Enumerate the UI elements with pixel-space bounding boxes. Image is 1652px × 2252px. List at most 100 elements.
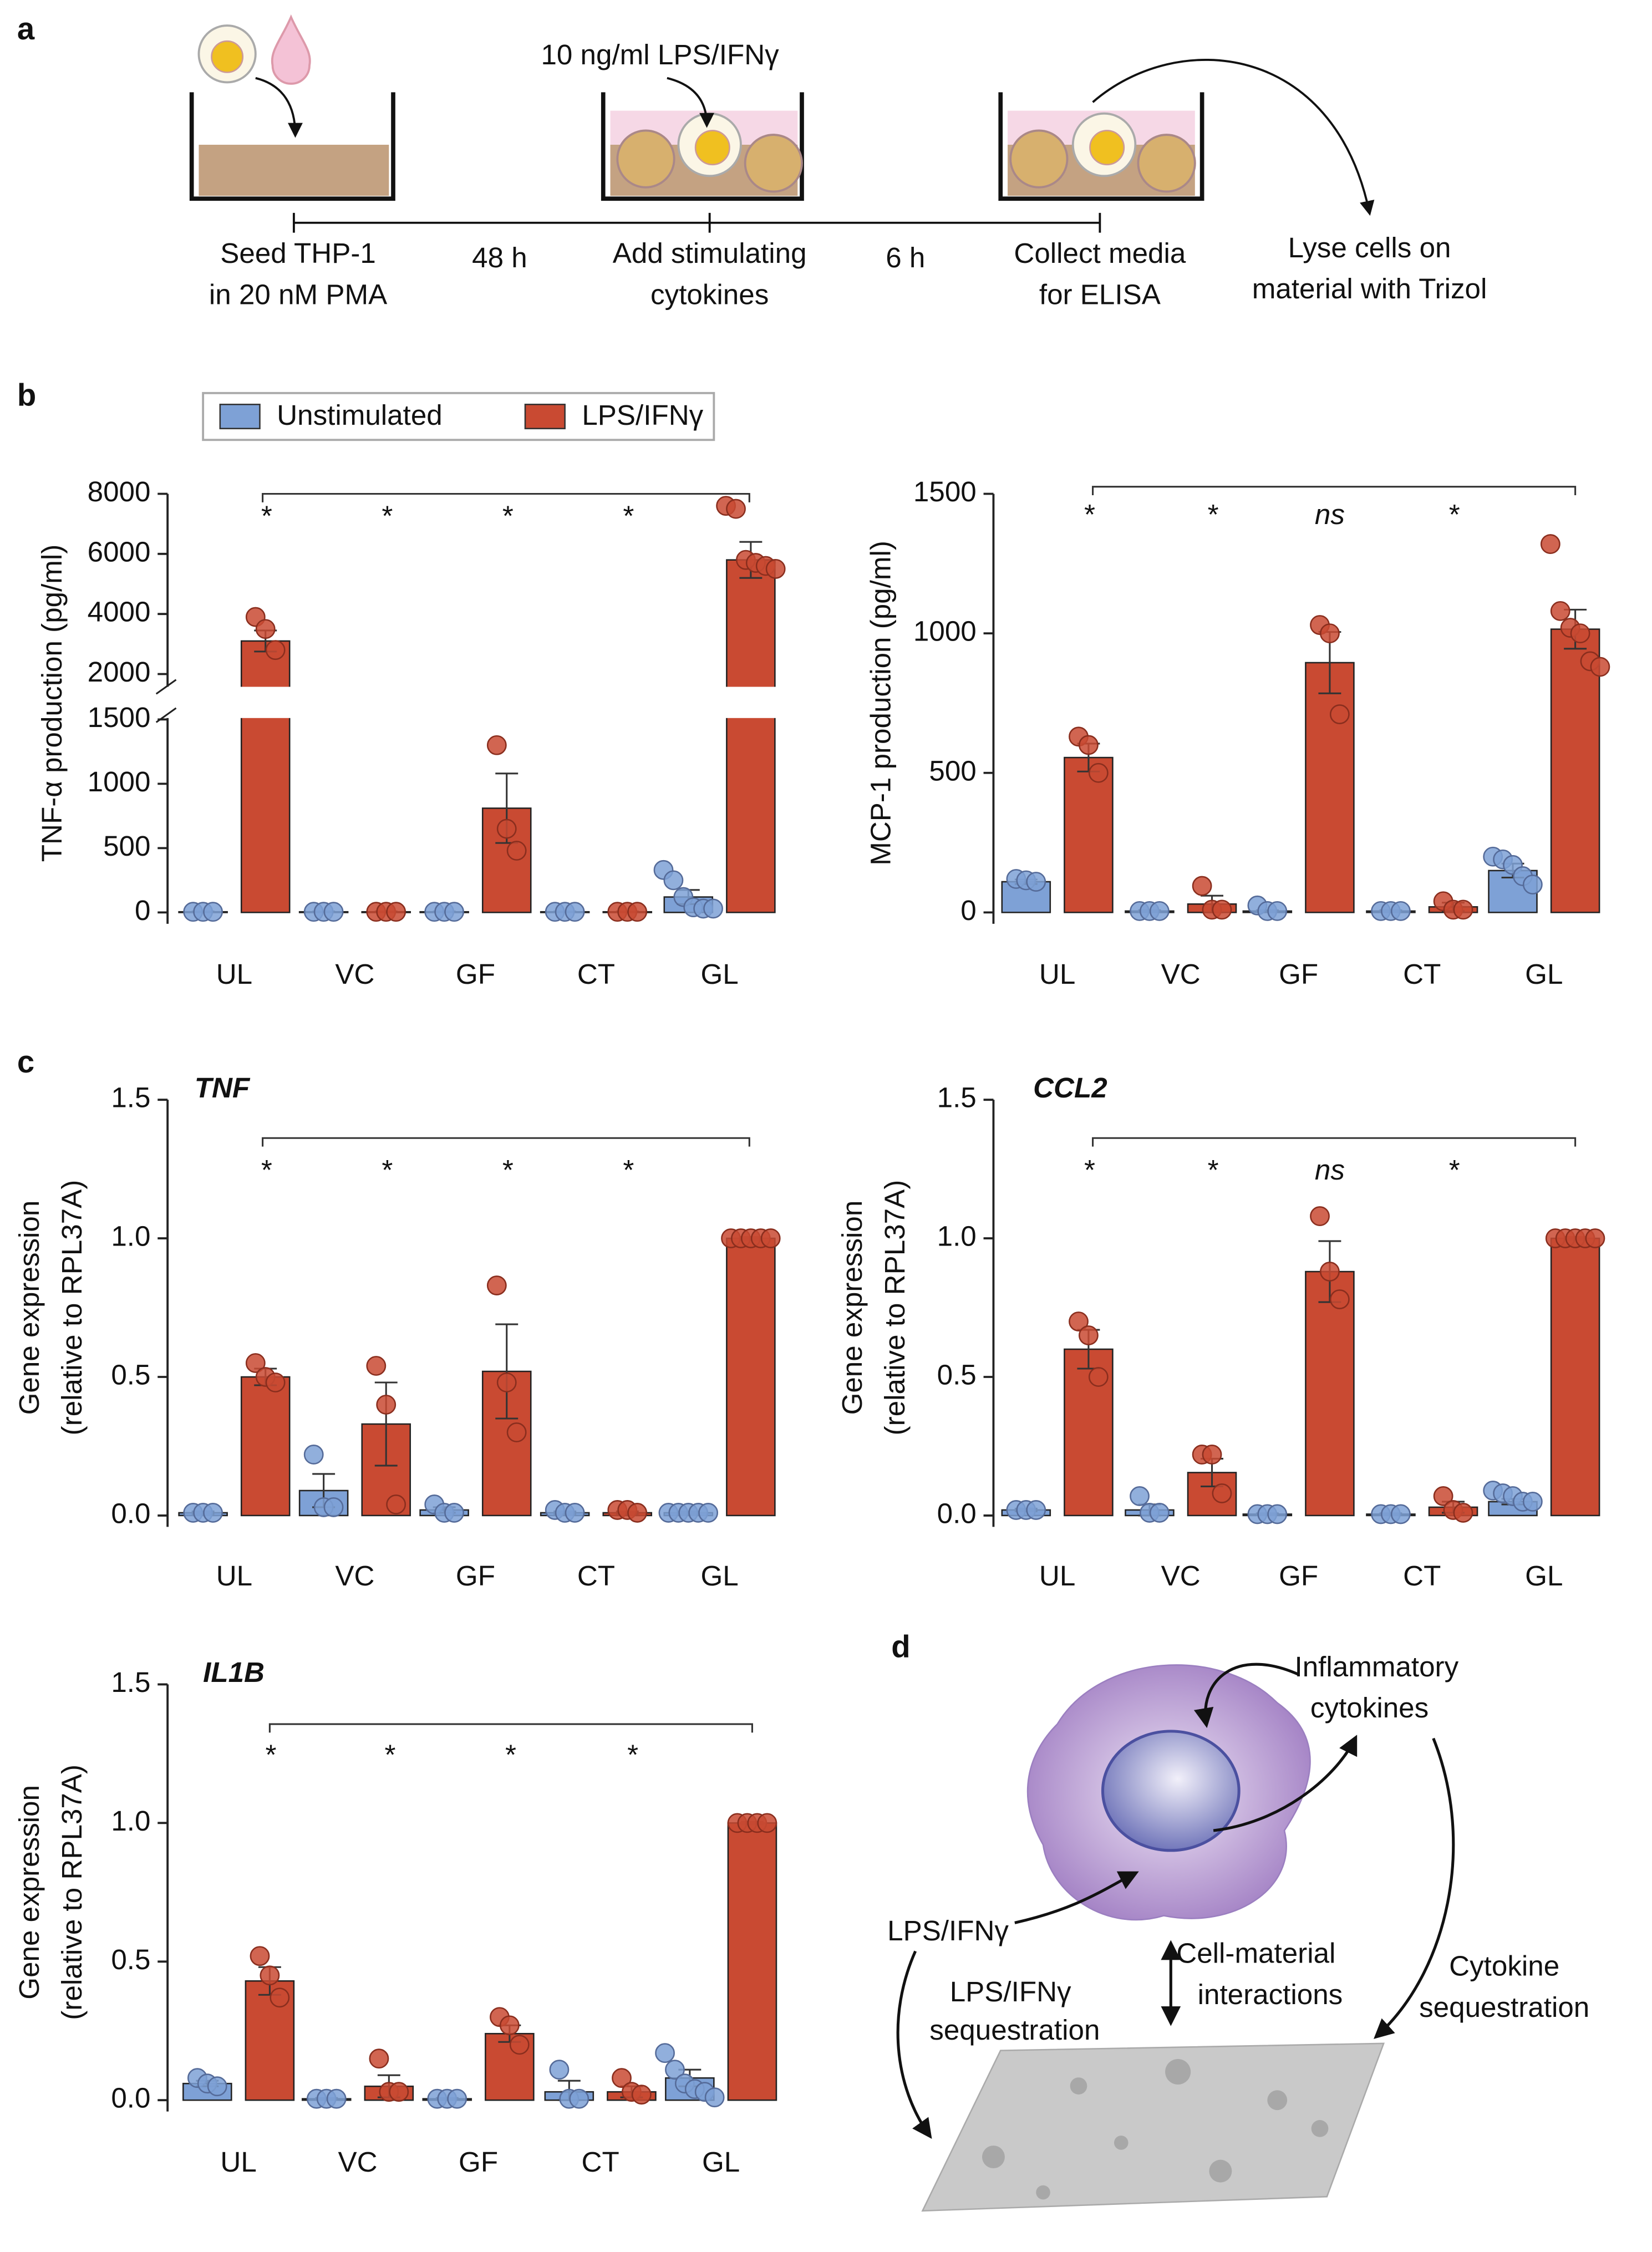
x-tick-label: VC — [1161, 958, 1201, 990]
y-tick-label: 4000 — [88, 596, 151, 628]
y-tick-label: 1.0 — [111, 1221, 150, 1252]
step-label: Add stimulating — [613, 237, 807, 269]
significance-label: * — [501, 1154, 514, 1186]
data-point — [1550, 601, 1570, 621]
y-tick-label: 500 — [929, 755, 976, 786]
bar — [727, 1822, 777, 2101]
data-point — [270, 1987, 290, 2008]
data-point — [506, 841, 527, 861]
bar — [1064, 756, 1114, 913]
x-tick-label: UL — [216, 1560, 252, 1592]
interval-label: 48 h — [472, 242, 527, 273]
y-axis-label: Gene expression — [13, 1785, 45, 2000]
bar — [1305, 1270, 1355, 1517]
data-point — [760, 1228, 781, 1248]
significance-bracket — [1092, 1137, 1577, 1147]
y-axis-label: MCP-1 production (pg/ml) — [865, 541, 896, 866]
bar — [726, 559, 776, 913]
data-point — [565, 902, 585, 922]
data-point — [1026, 872, 1046, 892]
data-point — [386, 902, 406, 922]
data-point — [1320, 623, 1340, 644]
y-tick-label: 1500 — [913, 476, 977, 507]
data-point — [569, 2088, 589, 2109]
data-point — [1078, 735, 1099, 755]
diagram-label: Inflammatory — [1295, 1651, 1459, 1682]
x-tick-label: GL — [1525, 1560, 1563, 1592]
significance-label: * — [260, 500, 272, 532]
data-point — [663, 870, 684, 891]
data-point — [1088, 762, 1109, 783]
data-point — [265, 1372, 286, 1392]
data-point — [726, 499, 746, 519]
axis-break-mark — [155, 679, 177, 723]
diagram-label: Cell-material — [1176, 1938, 1335, 1969]
y-axis-label: (relative to RPL37A) — [879, 1180, 911, 1436]
mechanism-drawing — [896, 1663, 1455, 2212]
y-tick-label: 1.5 — [111, 1666, 150, 1698]
step-label: Seed THP-1 — [220, 237, 376, 269]
data-point — [1212, 1483, 1232, 1503]
data-point — [1212, 899, 1232, 920]
step-label: for ELISA — [1039, 278, 1161, 310]
data-point — [326, 2088, 347, 2109]
diagram-label: interactions — [1198, 1979, 1343, 2010]
y-tick-label: 8000 — [88, 476, 151, 507]
significance-label: * — [1448, 1154, 1460, 1186]
x-tick-label: VC — [338, 2146, 378, 2178]
significance-label: * — [1207, 1154, 1219, 1186]
data-point — [447, 2088, 467, 2109]
significance-label: * — [264, 1738, 276, 1770]
data-point — [366, 1356, 387, 1376]
x-tick-label: UL — [216, 958, 252, 990]
data-point — [1585, 1228, 1605, 1248]
data-point — [698, 1503, 719, 1523]
y-tick-label: 1.5 — [111, 1082, 150, 1114]
x-tick-label: CT — [577, 1560, 615, 1592]
x-tick-label: CT — [577, 958, 615, 990]
diagram-label: sequestration — [929, 2014, 1100, 2046]
significance-label: * — [501, 500, 514, 532]
x-tick-label: GF — [456, 958, 495, 990]
data-point — [757, 1813, 777, 1833]
panel-letter: a — [17, 11, 35, 46]
y-tick-label: 0.0 — [111, 1497, 150, 1529]
x-tick-label: GF — [456, 1560, 495, 1592]
stimulus-label: 10 ng/ml LPS/IFNγ — [541, 39, 779, 70]
bar — [1550, 1237, 1600, 1517]
bar — [240, 1376, 291, 1517]
data-point — [627, 1503, 648, 1523]
x-tick-label: GL — [700, 958, 738, 990]
y-tick-label: 1000 — [913, 616, 977, 647]
y-tick-label: 1.0 — [937, 1221, 977, 1252]
diagram-label: LPS/IFNγ — [950, 1976, 1071, 2007]
data-point — [1149, 1503, 1170, 1523]
significance-label: * — [1448, 499, 1460, 530]
data-point — [1026, 1500, 1046, 1520]
x-tick-label: CT — [1403, 1560, 1441, 1592]
x-tick-label: GL — [702, 2146, 740, 2178]
data-point — [207, 2076, 227, 2097]
data-point — [499, 2015, 520, 2036]
significance-label: * — [1083, 499, 1095, 530]
y-axis-label: Gene expression — [13, 1201, 45, 1415]
data-point — [627, 902, 648, 922]
y-tick-label: 1000 — [88, 766, 151, 797]
y-axis-label: TNF-α production (pg/ml) — [36, 545, 68, 862]
protocol-drawing — [189, 14, 1375, 233]
y-axis-label: (relative to RPL37A) — [56, 1180, 88, 1436]
significance-bracket — [1092, 486, 1577, 496]
significance-label: * — [1207, 499, 1219, 530]
x-tick-label: GF — [1279, 958, 1318, 990]
data-point — [665, 2060, 685, 2080]
x-tick-label: VC — [335, 1560, 374, 1592]
data-point — [1192, 876, 1212, 896]
y-tick-label: 6000 — [88, 536, 151, 567]
x-tick-label: GL — [1525, 958, 1563, 990]
data-point — [376, 1395, 397, 1415]
significance-label: ns — [1315, 499, 1345, 530]
data-point — [1522, 1492, 1543, 1512]
data-point — [509, 2035, 530, 2055]
step-label: Lyse cells on — [1288, 232, 1451, 263]
